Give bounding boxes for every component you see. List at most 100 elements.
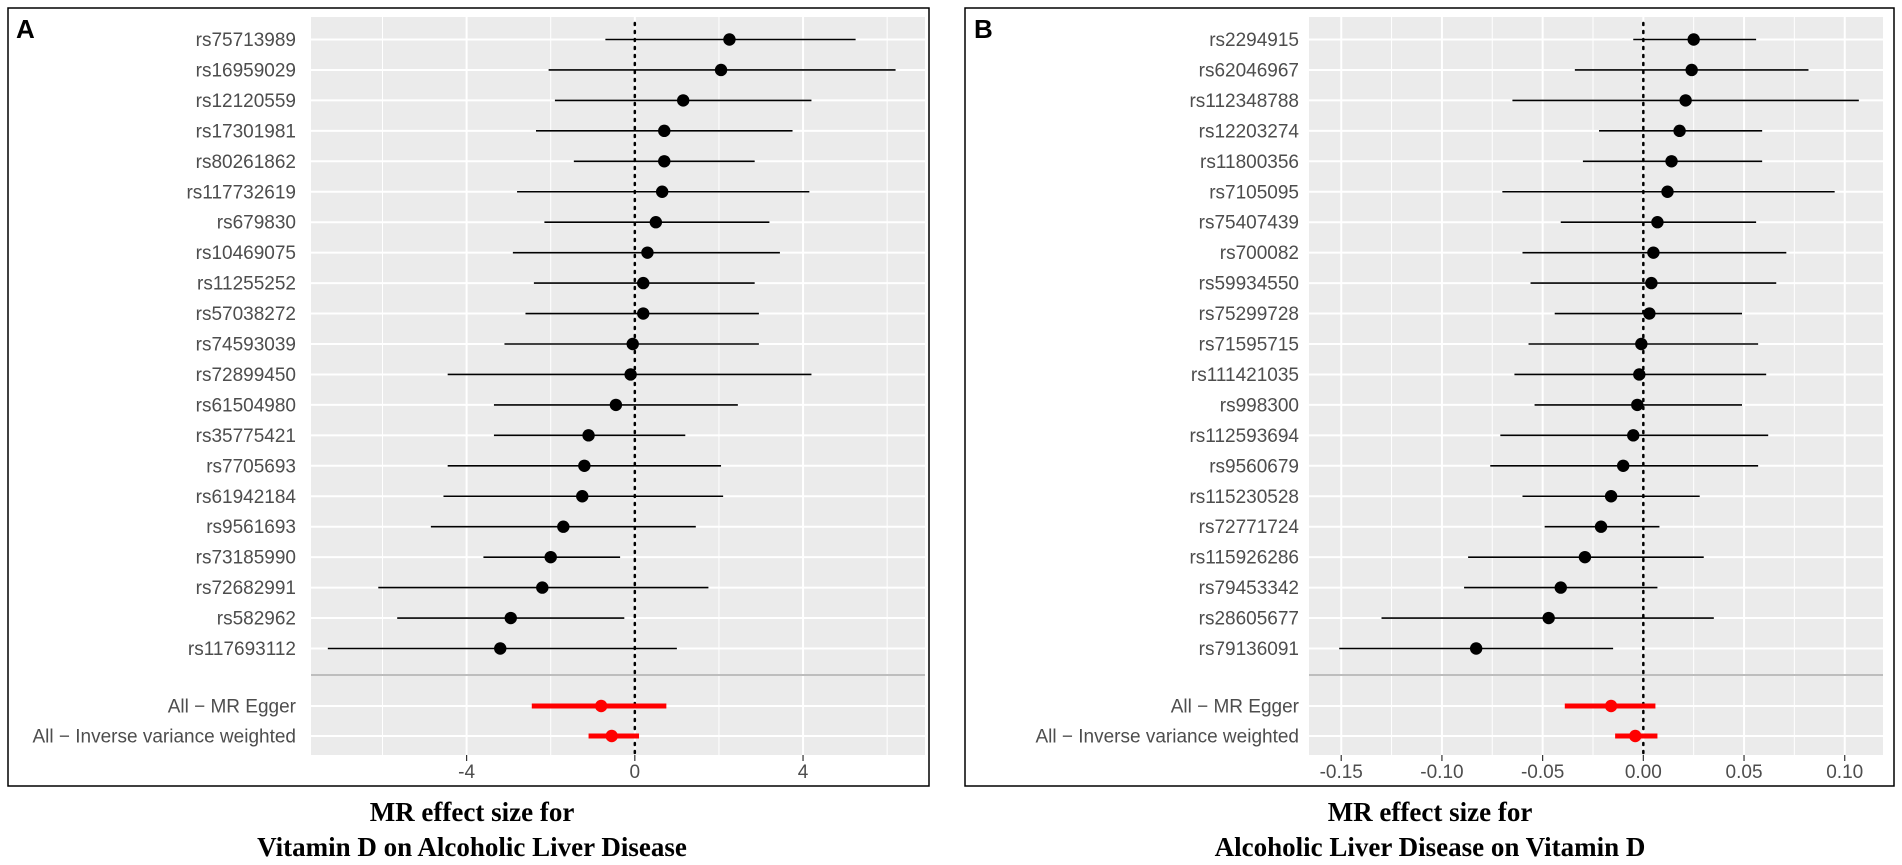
- summary-point: [594, 699, 608, 713]
- x-tick-label: 0.05: [1726, 762, 1763, 783]
- summary-label: All − MR Egger: [168, 697, 297, 718]
- snp-label: rs62046967: [1199, 60, 1299, 81]
- snp-label: rs12120559: [196, 91, 296, 112]
- snp-point: [1631, 398, 1644, 412]
- snp-point: [637, 276, 650, 290]
- snp-label: rs59934550: [1199, 274, 1299, 295]
- panel-b: rs2294915 rs62046967 rs112348788 rs12203274…: [964, 7, 1895, 862]
- snp-point: [582, 429, 595, 442]
- x-axis-title-line2: Alcoholic Liver Disease on Vitamin D: [1215, 832, 1646, 862]
- snp-point: [649, 216, 663, 229]
- snp-label: rs28605677: [1199, 609, 1299, 630]
- plot-background: [311, 17, 925, 755]
- snp-point: [1616, 459, 1630, 472]
- x-tick-label: -0.05: [1521, 762, 1564, 783]
- panel-letter: B: [974, 14, 993, 44]
- snp-label: rs75713989: [196, 30, 296, 51]
- snp-label: rs75407439: [1199, 213, 1299, 234]
- x-tick-label: 4: [798, 762, 809, 783]
- snp-label: rs72771724: [1199, 517, 1300, 538]
- snp-label: rs10469075: [196, 243, 296, 264]
- snp-point: [504, 611, 517, 625]
- snp-label: rs75299728: [1199, 304, 1299, 325]
- snp-label: rs72682991: [196, 578, 296, 599]
- snp-label: rs7105095: [1209, 182, 1299, 203]
- snp-point: [637, 307, 650, 320]
- snp-point: [723, 33, 736, 46]
- snp-label: rs112593694: [1189, 426, 1299, 447]
- snp-point: [1661, 185, 1674, 198]
- snp-point: [557, 520, 570, 533]
- snp-label: rs11255252: [197, 274, 296, 295]
- summary-label: All − MR Egger: [1171, 697, 1300, 718]
- snp-point: [609, 398, 623, 412]
- snp-label: rs80261862: [196, 152, 296, 173]
- snp-point: [1647, 246, 1660, 259]
- snp-point: [1665, 155, 1678, 168]
- snp-point: [1604, 490, 1618, 503]
- snp-label: rs11800356: [1200, 152, 1299, 173]
- snp-label: rs112348788: [1189, 91, 1299, 112]
- snp-label: rs57038272: [196, 304, 296, 325]
- snp-label: rs61942184: [196, 487, 297, 508]
- snp-point: [1554, 581, 1567, 594]
- snp-point: [1635, 337, 1648, 351]
- snp-point: [578, 459, 591, 472]
- snp-label: rs12203274: [1199, 121, 1300, 142]
- summary-point: [1604, 699, 1618, 713]
- x-tick-label: -0.15: [1320, 762, 1363, 783]
- snp-label: rs17301981: [196, 121, 296, 142]
- snp-label: rs9560679: [1209, 456, 1299, 477]
- snp-point: [536, 581, 549, 594]
- x-tick-label: 0.10: [1826, 762, 1863, 783]
- snp-point: [714, 63, 728, 77]
- snp-label: rs7705693: [206, 456, 296, 477]
- snp-label: rs117693112: [188, 639, 296, 660]
- snp-point: [626, 337, 639, 351]
- snp-label: rs115230528: [1189, 487, 1299, 508]
- x-axis-title-line1: MR effect size for: [370, 797, 575, 827]
- summary-label: All − Inverse variance weighted: [32, 727, 296, 748]
- x-axis-title-line1: MR effect size for: [1328, 797, 1533, 827]
- summary-point: [1629, 729, 1642, 743]
- snp-label: rs71595715: [1199, 335, 1299, 356]
- snp-label: rs74593039: [196, 335, 296, 356]
- panel-frame: [964, 7, 1895, 787]
- snp-label: rs117732619: [186, 182, 296, 203]
- snp-label: rs582962: [217, 609, 296, 630]
- snp-point: [1651, 216, 1664, 229]
- snp-label: rs35775421: [196, 426, 296, 447]
- snp-point: [1578, 550, 1592, 564]
- snp-label: rs72899450: [196, 365, 296, 386]
- snp-label: rs679830: [217, 213, 296, 234]
- snp-point: [1679, 94, 1692, 107]
- snp-label: rs115926286: [1189, 548, 1299, 569]
- x-tick-label: 0.00: [1625, 762, 1662, 783]
- snp-label: rs9561693: [206, 517, 296, 538]
- x-tick-label: 0: [630, 762, 641, 783]
- snp-point: [1627, 429, 1640, 442]
- snp-point: [576, 490, 589, 503]
- snp-label: rs79136091: [1199, 639, 1299, 660]
- snp-label: rs79453342: [1199, 578, 1299, 599]
- snp-point: [1643, 307, 1656, 320]
- snp-point: [1633, 368, 1646, 381]
- snp-label: rs73185990: [196, 548, 296, 569]
- plot-background: [1309, 17, 1883, 755]
- snp-label: rs700082: [1220, 243, 1299, 264]
- snp-point: [1594, 520, 1608, 533]
- snp-label: rs61504980: [196, 395, 296, 416]
- snp-point: [1542, 611, 1555, 625]
- summary-label: All − Inverse variance weighted: [1035, 727, 1299, 748]
- x-tick-label: -4: [458, 762, 475, 783]
- summary-point: [605, 729, 618, 743]
- snp-label: rs2294915: [1209, 30, 1299, 51]
- snp-point: [1687, 33, 1700, 46]
- panel-a: rs75713989 rs16959029 rs12120559 rs17301981…: [7, 7, 930, 862]
- snp-label: rs998300: [1220, 395, 1299, 416]
- snp-point: [494, 642, 507, 655]
- snp-point: [1673, 124, 1686, 138]
- snp-point: [544, 550, 557, 564]
- snp-point: [655, 185, 669, 198]
